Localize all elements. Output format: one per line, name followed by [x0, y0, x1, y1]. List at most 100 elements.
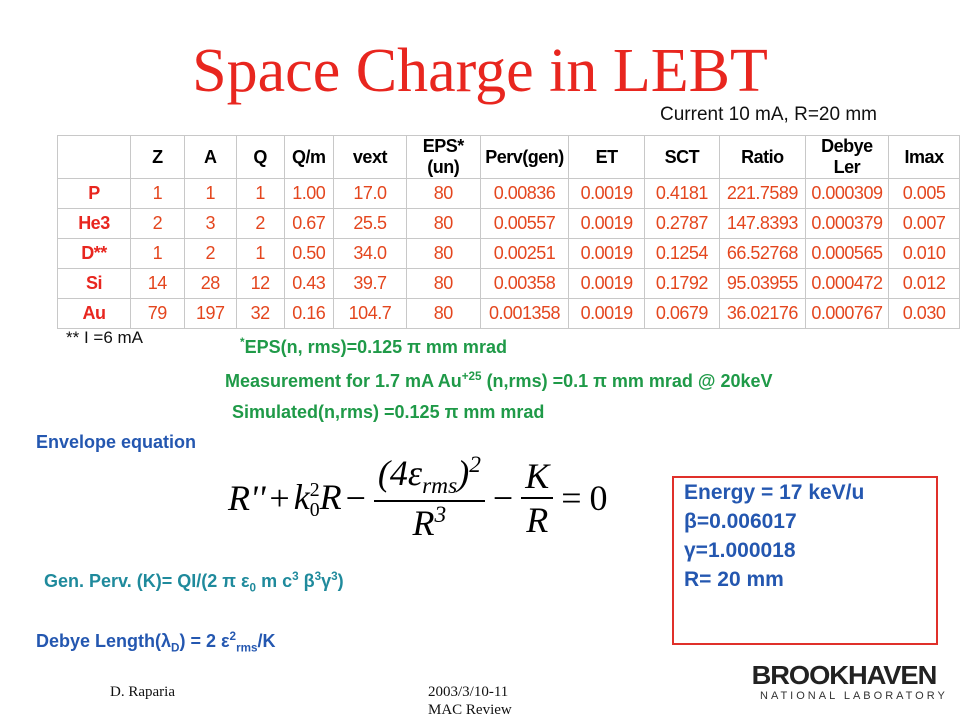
header-cell: Imax — [888, 135, 960, 179]
text: γ — [321, 571, 332, 591]
eq-op: − — [345, 478, 366, 519]
table-cell: 0.43 — [283, 268, 334, 299]
table-cell: 1 — [235, 178, 285, 209]
eps-note: *EPS(n, rms)=0.125 π mm mrad — [240, 336, 507, 358]
table-cell: 80 — [405, 298, 481, 329]
table-cell: 0.000472 — [804, 268, 890, 299]
debye: Debye Length(λD) = 2 ε2rms/K — [36, 630, 276, 655]
text: rms — [236, 641, 258, 655]
table-cell: 2 — [235, 208, 285, 239]
denominator: R — [526, 500, 549, 541]
eq-op: + — [269, 478, 290, 519]
table-cell: 1 — [183, 178, 237, 209]
table-cell: 147.8393 — [718, 208, 806, 239]
table-row: Si 14 28 12 0.43 39.7 80 0.00358 0.0019 0.1792 95.… — [57, 268, 960, 299]
text: 3 — [314, 570, 322, 583]
table-cell: 80 — [405, 238, 481, 269]
table-cell: 0.1792 — [643, 268, 720, 299]
text: ) — [337, 571, 344, 591]
text: k — [293, 476, 310, 517]
subtitle: Current 10 mA, R=20 mm — [660, 104, 877, 125]
text: ) = 2 ε — [179, 631, 230, 651]
header-cell: ET — [568, 135, 645, 179]
footer-author: D. Raparia — [110, 684, 175, 700]
text: (4ε — [377, 453, 423, 493]
header-cell: Ratio — [718, 135, 806, 179]
text: 3 — [331, 570, 338, 583]
table-cell: 3 — [183, 208, 237, 239]
text: 0 — [309, 498, 320, 521]
footer-event: MAC Review — [428, 702, 512, 718]
text: Debye Length(λ — [36, 631, 172, 651]
text: /K — [257, 631, 276, 651]
table-cell: 0.00358 — [479, 268, 570, 299]
table-cell: 17.0 — [332, 178, 407, 209]
eq-term: 0 — [589, 478, 608, 519]
numerator: K — [521, 455, 554, 500]
fraction: (4εrms)2 R3 — [373, 452, 485, 544]
table-cell: 0.50 — [283, 238, 334, 269]
row-label: P — [57, 178, 131, 209]
table-row: He3 2 3 2 0.67 25.5 80 0.00557 0.0019 0.2787 147.8… — [57, 208, 960, 239]
table-cell: 95.03955 — [718, 268, 806, 299]
table-cell: 80 — [405, 208, 481, 239]
header-cell: EPS*(un) — [405, 135, 481, 179]
row-label: Si — [57, 268, 131, 299]
text: R — [319, 476, 342, 517]
numerator: (4εrms)2 — [373, 452, 485, 503]
eq-term: R'' — [228, 478, 266, 519]
table-cell: 0.030 — [888, 298, 960, 329]
eq-op: = — [561, 478, 582, 519]
table-cell: 0.4181 — [643, 178, 720, 209]
table-cell: 25.5 — [332, 208, 407, 239]
parameter: γ=1.000018 — [684, 539, 796, 562]
table-cell: 0.0679 — [643, 298, 720, 329]
table-cell: 79 — [129, 298, 185, 329]
table-cell: 0.012 — [888, 268, 960, 299]
parameter: R= 20 mm — [684, 568, 784, 591]
table-cell: 0.16 — [283, 298, 334, 329]
text: β — [298, 571, 315, 591]
table-cell: 0.000767 — [804, 298, 890, 329]
row-label: D** — [57, 238, 131, 269]
text: D — [171, 641, 180, 655]
table-cell: 0.00251 — [479, 238, 570, 269]
text: 2 — [309, 478, 320, 501]
header-cell: SCT — [643, 135, 720, 179]
text: +25 — [461, 370, 482, 383]
table-cell: 32 — [235, 298, 285, 329]
table-cell: 66.52768 — [718, 238, 806, 269]
table-cell: 14 — [129, 268, 185, 299]
table-cell: 0.0019 — [568, 238, 645, 269]
text: ) — [457, 453, 470, 493]
table-cell: 0.2787 — [643, 208, 720, 239]
parameter: Energy = 17 keV/u — [684, 481, 865, 504]
table-cell: 0.001358 — [479, 298, 570, 329]
table-cell: 0.000565 — [804, 238, 890, 269]
header-row: Z A Q Q/m vext EPS*(un) Perv(gen) ET SCT Ratio Deb… — [57, 135, 960, 179]
table-cell: 39.7 — [332, 268, 407, 299]
table-cell: 80 — [405, 178, 481, 209]
text: 2 — [469, 452, 481, 478]
table-cell: 80 — [405, 268, 481, 299]
header-cell: Perv(gen) — [479, 135, 570, 179]
measurement: Measurement for 1.7 mA Au+25 (n,rms) =0.… — [225, 370, 773, 392]
denominator: R3 — [413, 502, 447, 544]
row-label: Au — [57, 298, 131, 329]
text: EPS(n, rms)=0.125 π mm mrad — [244, 337, 507, 357]
text: (n,rms) =0.1 π mm mrad @ 20keV — [481, 371, 773, 391]
table-row: P 1 1 1 1.00 17.0 80 0.00836 0.0019 0.4181 221.758… — [57, 178, 960, 209]
table-cell: 0.0019 — [568, 208, 645, 239]
text: 3 — [434, 502, 447, 529]
logo-name: BROOKHAVEN — [751, 660, 938, 690]
table-cell: 0.010 — [888, 238, 960, 269]
text: rms — [422, 473, 458, 500]
table-cell: 0.007 — [888, 208, 960, 239]
table-cell: 0.0019 — [568, 268, 645, 299]
table-cell: 1 — [129, 238, 185, 269]
